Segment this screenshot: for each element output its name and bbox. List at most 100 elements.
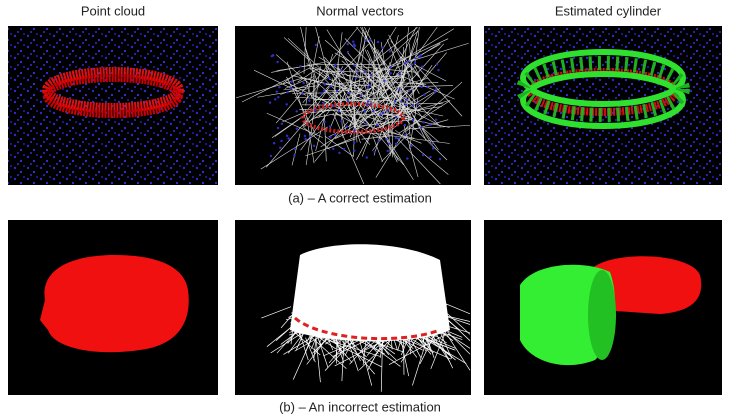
point bbox=[323, 121, 325, 123]
point bbox=[346, 99, 348, 101]
point bbox=[293, 148, 295, 150]
point bbox=[304, 138, 306, 140]
point bbox=[296, 110, 298, 112]
point bbox=[416, 103, 418, 105]
point bbox=[340, 120, 342, 122]
point bbox=[281, 123, 283, 125]
point bbox=[280, 140, 282, 142]
point bbox=[277, 127, 279, 129]
point bbox=[407, 61, 409, 63]
point bbox=[422, 154, 424, 156]
point bbox=[315, 44, 317, 46]
point bbox=[309, 135, 311, 137]
point bbox=[329, 136, 331, 138]
point bbox=[285, 103, 287, 105]
point bbox=[435, 88, 437, 90]
point bbox=[436, 63, 438, 65]
point bbox=[343, 148, 345, 150]
point bbox=[414, 62, 416, 64]
point bbox=[432, 147, 434, 149]
point bbox=[367, 86, 369, 88]
point bbox=[287, 137, 289, 139]
point bbox=[426, 86, 428, 88]
point bbox=[334, 64, 336, 66]
point bbox=[389, 66, 391, 68]
point bbox=[332, 105, 334, 107]
panel-estimated-cylinder-b bbox=[484, 220, 722, 395]
point bbox=[408, 89, 410, 91]
point bbox=[368, 84, 370, 86]
point bbox=[367, 100, 369, 102]
point bbox=[414, 57, 416, 59]
point bbox=[397, 137, 399, 139]
point bbox=[290, 81, 292, 83]
caption: (a) – A correct estimation bbox=[288, 190, 432, 205]
point bbox=[395, 116, 397, 118]
point bbox=[276, 61, 278, 63]
point bbox=[278, 86, 280, 88]
column-header: Estimated cylinder bbox=[555, 3, 662, 18]
point bbox=[398, 88, 400, 90]
point bbox=[324, 83, 326, 85]
column-header: Point cloud bbox=[81, 3, 145, 18]
point bbox=[299, 65, 301, 67]
point bbox=[399, 73, 401, 75]
point bbox=[404, 62, 406, 64]
point bbox=[382, 47, 384, 49]
point bbox=[346, 125, 348, 127]
point bbox=[329, 125, 331, 127]
point bbox=[320, 92, 322, 94]
point bbox=[404, 134, 406, 136]
point bbox=[377, 140, 379, 142]
point bbox=[273, 142, 275, 144]
point bbox=[360, 95, 362, 97]
point bbox=[274, 98, 276, 100]
point bbox=[418, 56, 420, 58]
point bbox=[412, 119, 414, 121]
point bbox=[304, 135, 306, 137]
point bbox=[412, 104, 414, 106]
point bbox=[410, 63, 412, 65]
point bbox=[356, 71, 358, 73]
point bbox=[370, 74, 372, 76]
point bbox=[389, 50, 391, 52]
point bbox=[386, 150, 388, 152]
point bbox=[290, 87, 292, 89]
page: Point cloud Normal vectors Estimated cyl… bbox=[0, 0, 731, 418]
point bbox=[353, 46, 355, 48]
point bbox=[421, 66, 423, 68]
point bbox=[365, 123, 367, 125]
point bbox=[286, 91, 288, 93]
point bbox=[338, 152, 340, 154]
point bbox=[322, 102, 324, 104]
point bbox=[286, 135, 288, 137]
point bbox=[434, 91, 436, 93]
panel-point-cloud-b bbox=[8, 220, 218, 395]
point bbox=[429, 156, 431, 158]
point bbox=[347, 43, 349, 45]
point bbox=[277, 96, 279, 98]
point bbox=[395, 142, 397, 144]
point bbox=[405, 103, 407, 105]
point bbox=[332, 148, 334, 150]
point bbox=[353, 149, 355, 151]
point bbox=[369, 39, 371, 41]
point bbox=[420, 126, 422, 128]
point bbox=[336, 90, 338, 92]
column-header: Normal vectors bbox=[316, 3, 404, 18]
point bbox=[400, 100, 402, 102]
point bbox=[369, 103, 371, 105]
point bbox=[353, 64, 355, 66]
point bbox=[420, 86, 422, 88]
point bbox=[435, 119, 437, 121]
point bbox=[429, 124, 431, 126]
point bbox=[334, 133, 336, 135]
point bbox=[340, 69, 342, 71]
panel-estimated-cylinder-a bbox=[484, 26, 722, 185]
point bbox=[313, 145, 315, 147]
point bbox=[383, 79, 385, 81]
point bbox=[390, 72, 392, 74]
point bbox=[410, 145, 412, 147]
panel-point-cloud-a bbox=[8, 26, 218, 185]
point bbox=[301, 93, 303, 95]
